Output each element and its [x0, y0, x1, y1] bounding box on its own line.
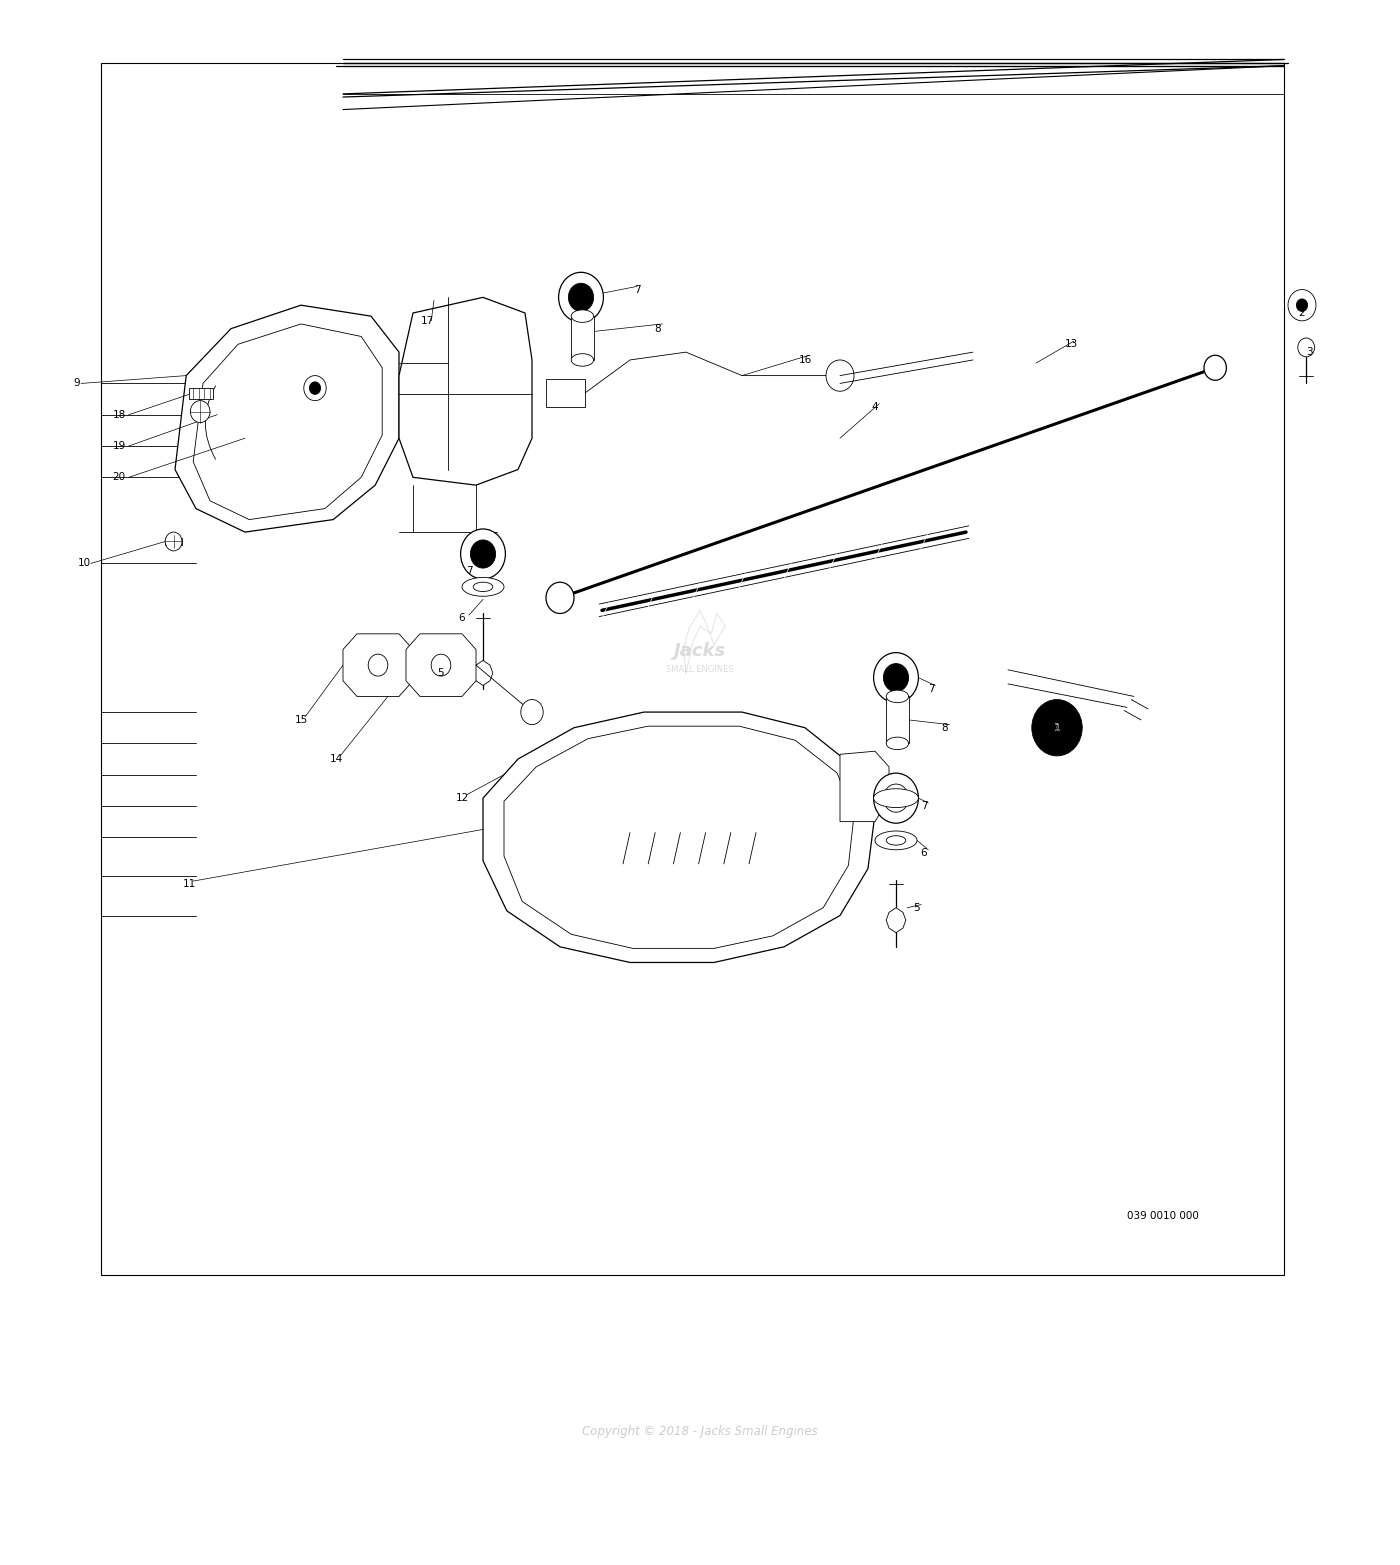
- Text: 10: 10: [77, 559, 91, 568]
- Text: 7: 7: [466, 567, 472, 576]
- Text: 5: 5: [914, 903, 920, 912]
- Circle shape: [559, 272, 603, 322]
- Text: 2: 2: [1299, 308, 1305, 318]
- Circle shape: [826, 360, 854, 391]
- Circle shape: [874, 653, 918, 703]
- Text: 6: 6: [459, 613, 465, 623]
- Ellipse shape: [571, 354, 594, 366]
- Text: 13: 13: [1064, 340, 1078, 349]
- Circle shape: [1032, 700, 1082, 756]
- Text: 039 0010 000: 039 0010 000: [1127, 1211, 1198, 1221]
- Circle shape: [431, 654, 451, 676]
- Ellipse shape: [571, 310, 594, 322]
- Circle shape: [546, 582, 574, 613]
- Circle shape: [368, 654, 388, 676]
- Polygon shape: [840, 751, 889, 822]
- Circle shape: [883, 784, 909, 812]
- Text: 8: 8: [655, 324, 661, 333]
- Circle shape: [1298, 338, 1315, 357]
- Text: 6: 6: [921, 848, 927, 858]
- Polygon shape: [473, 660, 493, 685]
- Circle shape: [889, 670, 903, 685]
- Circle shape: [470, 540, 496, 568]
- Ellipse shape: [473, 582, 493, 592]
- Text: SMALL ENGINES: SMALL ENGINES: [666, 665, 734, 675]
- Ellipse shape: [886, 836, 906, 845]
- Text: 19: 19: [112, 441, 126, 451]
- Text: 7: 7: [928, 684, 934, 693]
- Circle shape: [309, 382, 321, 394]
- Circle shape: [568, 283, 594, 311]
- Bar: [571, 316, 594, 360]
- Text: 9: 9: [74, 379, 80, 388]
- Text: ①: ①: [1053, 723, 1061, 732]
- Bar: [101, 63, 1284, 1275]
- Text: 20: 20: [112, 473, 126, 482]
- Text: 16: 16: [798, 355, 812, 365]
- Ellipse shape: [875, 831, 917, 850]
- Polygon shape: [189, 388, 213, 399]
- Text: Jacks: Jacks: [673, 642, 727, 660]
- Text: 5: 5: [438, 668, 444, 678]
- Bar: [546, 379, 585, 407]
- Circle shape: [521, 700, 543, 725]
- Text: 3: 3: [1306, 347, 1312, 357]
- Text: 7: 7: [921, 801, 927, 811]
- Polygon shape: [483, 712, 875, 962]
- Text: 1: 1: [1054, 723, 1060, 732]
- Text: 18: 18: [112, 410, 126, 419]
- Circle shape: [1288, 290, 1316, 321]
- Circle shape: [874, 773, 918, 823]
- Circle shape: [304, 376, 326, 401]
- Polygon shape: [165, 538, 182, 545]
- Text: 12: 12: [455, 793, 469, 803]
- Text: 11: 11: [182, 880, 196, 889]
- Ellipse shape: [462, 577, 504, 596]
- Text: 15: 15: [294, 715, 308, 725]
- Circle shape: [190, 401, 210, 423]
- Ellipse shape: [886, 690, 909, 703]
- Text: 14: 14: [329, 754, 343, 764]
- Circle shape: [165, 532, 182, 551]
- Polygon shape: [886, 908, 906, 933]
- Ellipse shape: [886, 737, 909, 750]
- Polygon shape: [175, 305, 399, 532]
- Circle shape: [1204, 355, 1226, 380]
- Polygon shape: [399, 297, 532, 485]
- Polygon shape: [343, 634, 413, 696]
- Text: 17: 17: [420, 316, 434, 326]
- Text: 4: 4: [872, 402, 878, 412]
- Circle shape: [574, 290, 588, 305]
- Circle shape: [883, 664, 909, 692]
- Text: 8: 8: [942, 723, 948, 732]
- Text: Copyright © 2018 - Jacks Small Engines: Copyright © 2018 - Jacks Small Engines: [582, 1426, 818, 1438]
- Circle shape: [1296, 299, 1308, 311]
- Bar: [886, 696, 909, 743]
- Text: 7: 7: [634, 285, 640, 294]
- Ellipse shape: [874, 789, 918, 808]
- Polygon shape: [406, 634, 476, 696]
- Circle shape: [461, 529, 505, 579]
